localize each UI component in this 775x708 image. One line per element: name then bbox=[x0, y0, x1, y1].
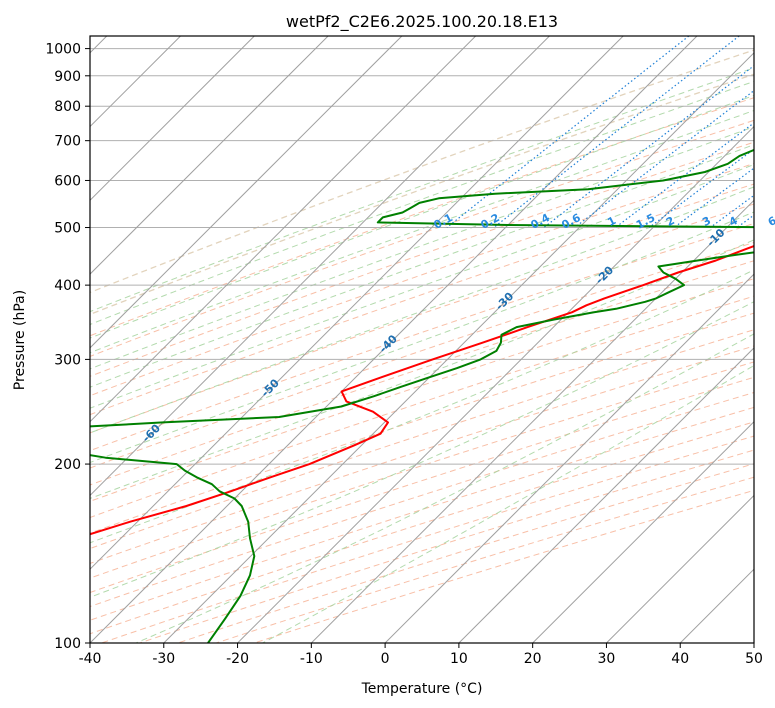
x-tick-label: -40 bbox=[79, 651, 102, 667]
isotherm-line bbox=[163, 52, 754, 643]
x-tick-label: 30 bbox=[598, 651, 616, 667]
sounding-profiles bbox=[90, 148, 754, 643]
dry-adiabat-line bbox=[101, 435, 754, 643]
moist-adiabat-line bbox=[90, 163, 754, 409]
isotherm-line bbox=[237, 125, 754, 643]
temperature-profile-line bbox=[90, 245, 754, 536]
mixing-ratio-line bbox=[493, 36, 740, 228]
isotherm-line bbox=[90, 36, 624, 570]
dry-adiabat-line bbox=[90, 329, 754, 550]
mixing-ratio-line bbox=[543, 64, 754, 228]
plot-area bbox=[90, 36, 754, 643]
dry-adiabat-line bbox=[90, 421, 754, 635]
x-tick-label: -30 bbox=[152, 651, 175, 667]
mixing-ratio-label: 6 bbox=[766, 214, 775, 229]
moist-adiabat-line bbox=[90, 239, 754, 499]
dry-adiabat-line bbox=[90, 376, 754, 594]
chart-title: wetPf2_C2E6.2025.100.20.18.E13 bbox=[286, 12, 558, 32]
y-tick-label: 800 bbox=[54, 99, 81, 115]
dry-adiabat-line bbox=[90, 119, 754, 357]
moist-adiabat-line bbox=[262, 364, 754, 643]
isotherm-line bbox=[90, 36, 403, 349]
x-axis-title: Temperature (°C) bbox=[361, 681, 483, 697]
isotherms bbox=[90, 36, 754, 643]
moist-adiabats bbox=[90, 67, 754, 643]
y-tick-label: 300 bbox=[54, 352, 81, 368]
x-axis: -40 -30 -20 -10 0 10 20 30 40 50 bbox=[79, 643, 763, 667]
y-tick-label: 1000 bbox=[45, 42, 81, 58]
x-tick-label: 20 bbox=[524, 651, 542, 667]
isotherm-line bbox=[606, 494, 754, 643]
isotherm-line bbox=[384, 273, 754, 643]
isotherm-line bbox=[532, 420, 754, 643]
isotherm-line bbox=[90, 36, 550, 497]
y-axis: 100 200 300 400 500 600 700 800 900 1000 bbox=[45, 42, 90, 652]
dry-adiabat-line bbox=[90, 49, 754, 294]
y-axis-title: Pressure (hPa) bbox=[12, 290, 28, 390]
x-tick-label: -20 bbox=[226, 651, 249, 667]
x-tick-label: 0 bbox=[381, 651, 390, 667]
y-tick-label: 500 bbox=[54, 221, 81, 237]
moist-adiabat-line bbox=[90, 94, 754, 339]
plot-frame bbox=[89, 35, 755, 644]
dry-adiabat-line bbox=[139, 449, 754, 643]
moist-adiabat-line bbox=[90, 186, 754, 434]
isotherm-line bbox=[458, 347, 754, 643]
isotherm-line bbox=[90, 36, 698, 643]
dry-adiabat-line bbox=[90, 312, 754, 534]
moist-adiabat-line bbox=[90, 144, 754, 388]
dewpoint-profile-line bbox=[90, 148, 754, 643]
y-tick-label: 200 bbox=[54, 457, 81, 473]
isotherm-line bbox=[90, 36, 477, 423]
moist-adiabat-line bbox=[135, 333, 754, 643]
y-tick-label: 100 bbox=[54, 636, 81, 652]
isotherm-line bbox=[90, 36, 255, 202]
dry-adiabat-line bbox=[90, 391, 754, 608]
y-tick-label: 400 bbox=[54, 278, 81, 294]
y-tick-label: 900 bbox=[54, 69, 81, 85]
x-tick-label: 40 bbox=[671, 651, 689, 667]
isotherm-line bbox=[90, 36, 329, 275]
x-tick-label: 50 bbox=[745, 651, 763, 667]
moist-adiabat-line bbox=[90, 80, 754, 326]
y-tick-label: 700 bbox=[54, 134, 81, 150]
mixing-ratio-line bbox=[648, 148, 754, 228]
x-tick-label: 10 bbox=[450, 651, 468, 667]
y-tick-label: 600 bbox=[54, 173, 81, 189]
isotherm-line bbox=[310, 199, 754, 643]
x-tick-label: -10 bbox=[300, 651, 323, 667]
dry-adiabat-line bbox=[90, 278, 754, 502]
dry-adiabat-line bbox=[90, 406, 754, 621]
moist-adiabat-line bbox=[90, 67, 754, 313]
